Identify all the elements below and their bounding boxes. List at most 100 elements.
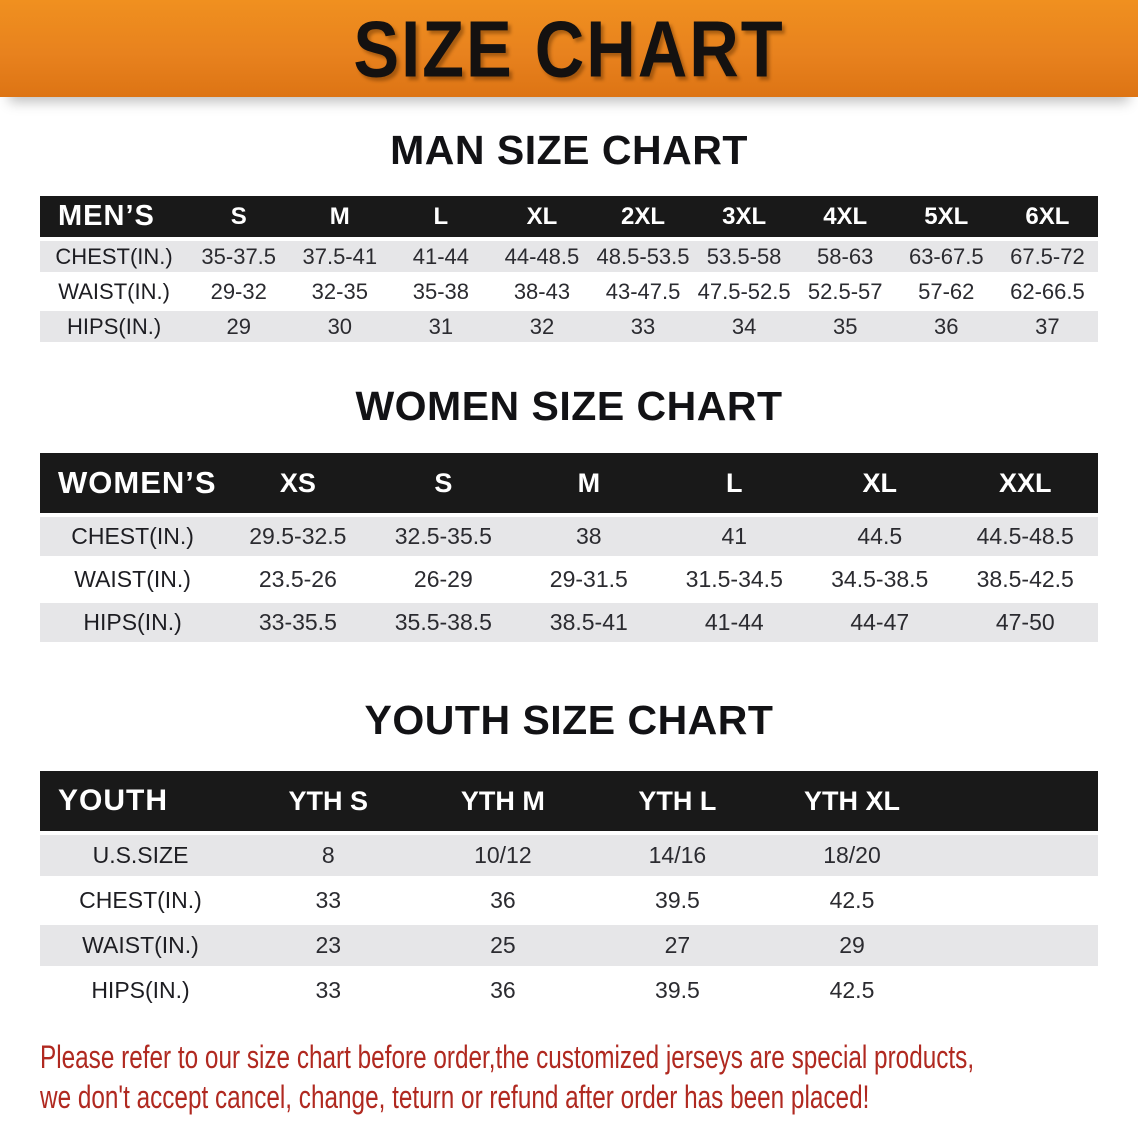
size-column-header: M [289,196,391,239]
filler-cell [939,771,1098,833]
size-value-cell: 47.5-52.5 [697,278,791,304]
size-value-cell: 38-43 [513,278,571,304]
measurement-row: HIPS(IN.) 33 36 39.5 42.5 [40,968,1098,1011]
size-value-cell: 38 [576,523,602,549]
size-value-cell: 29-32 [210,278,267,304]
size-value-cell: 47-50 [995,609,1055,635]
size-column-header: YTH S [241,771,416,833]
size-value-cell: 36 [490,887,516,913]
size-value-cell: 32.5-35.5 [394,523,492,549]
size-column-header: S [370,453,517,515]
size-value-cell: 44.5-48.5 [976,523,1074,549]
size-column-header: L [661,453,808,515]
size-value-cell: 34 [731,313,757,339]
measurement-row: U.S.SIZE 8 10/12 14/16 18/20 [40,833,1098,878]
size-value-cell: 31.5-34.5 [685,566,783,592]
size-value-cell: 29.5-32.5 [249,523,347,549]
size-value-cell: 35-38 [412,278,470,304]
size-value-cell: 48.5-53.5 [596,243,690,269]
filler-cell [939,833,1098,878]
size-value-cell: 52.5-57 [807,278,883,304]
size-column-header: 3XL [693,196,795,239]
size-column-header: 2XL [592,196,694,239]
man-size-chart-section: MAN SIZE CHART MEN’S S M L XL 2XL 3XL 4XL 5XL 6XL… [0,126,1138,342]
measurement-row: WAIST(IN.) 23.5-26 26-29 29-31.5 31.5-34.5 34… [40,558,1098,601]
youth-size-chart-section: YOUTH SIZE CHART YOUTH YTH S YTH M YTH L YTH… [0,696,1138,1011]
size-value-cell: 32-35 [311,278,368,304]
size-value-cell: 23 [315,932,342,958]
size-value-cell: 35 [832,313,858,339]
measure-row-label: CHEST(IN.) [71,523,194,549]
size-value-cell: 18/20 [823,842,881,868]
measurement-row: CHEST(IN.) 29.5-32.5 32.5-35.5 38 41 44.5 44.5… [40,515,1098,558]
size-value-cell: 39.5 [655,977,700,1003]
size-value-cell: 33 [630,313,656,339]
size-table-header-row: YOUTH YTH S YTH M YTH L YTH XL [40,771,1098,833]
table-corner-label: MEN’S [40,196,189,239]
size-value-cell: 25 [490,932,516,958]
size-column-header: YTH M [415,771,591,833]
size-value-cell: 33 [315,977,342,1003]
size-column-header: XL [491,196,593,239]
youth-size-chart-heading: YOUTH SIZE CHART [364,697,774,743]
man-size-table: MEN’S S M L XL 2XL 3XL 4XL 5XL 6XL CHEST(IN.) 35-37… [40,196,1098,342]
measure-row-label: WAIST(IN.) [58,278,170,304]
measure-row-label: HIPS(IN.) [83,609,182,635]
size-table-header-row: MEN’S S M L XL 2XL 3XL 4XL 5XL 6XL [40,196,1098,239]
size-value-cell: 29 [839,932,865,958]
size-column-header: S [188,196,290,239]
size-value-cell: 42.5 [829,887,875,913]
size-value-cell: 42.5 [829,977,875,1003]
measurement-row: WAIST(IN.) 23 25 27 29 [40,923,1098,968]
measurement-row: CHEST(IN.) 33 36 39.5 42.5 [40,878,1098,923]
women-size-table: WOMEN’S XS S M L XL XXL CHEST(IN.) 29.5-32.5 32.5… [40,453,1098,642]
size-column-header: 6XL [996,196,1098,239]
women-size-chart-heading: WOMEN SIZE CHART [355,383,783,429]
youth-size-table: YOUTH YTH S YTH M YTH L YTH XL U.S.SIZE 8 10/12… [40,771,1098,1011]
table-corner-label: YOUTH [40,771,242,833]
size-value-cell: 8 [321,842,335,868]
size-value-cell: 33 [315,887,342,913]
filler-cell [939,878,1098,923]
measurement-row: WAIST(IN.) 29-32 32-35 35-38 38-43 43-47.5 47.… [40,274,1098,309]
size-column-header: 5XL [895,196,997,239]
size-value-cell: 39.5 [655,887,700,913]
size-column-header: 4XL [794,196,896,239]
size-value-cell: 53.5-58 [706,243,782,269]
measurement-row: HIPS(IN.) 29 30 31 32 33 34 35 36 37 [40,309,1098,342]
size-value-cell: 58-63 [817,243,874,269]
size-value-cell: 44-48.5 [504,243,580,269]
size-value-cell: 14/16 [648,842,707,868]
measure-row-label: WAIST(IN.) [82,932,199,958]
size-value-cell: 37.5-41 [302,243,378,269]
table-corner-label: WOMEN’S [40,453,226,515]
banner: SIZE CHART [0,0,1138,97]
measure-row-label: HIPS(IN.) [91,977,190,1003]
filler-cell [939,968,1098,1011]
size-column-header: L [390,196,492,239]
measure-row-label: WAIST(IN.) [74,566,191,592]
size-value-cell: 35.5-38.5 [394,609,492,635]
size-column-header: M [516,453,662,515]
size-value-cell: 41-44 [412,243,470,269]
size-value-cell: 41 [721,523,748,549]
size-value-cell: 23.5-26 [258,566,337,592]
measurement-row: HIPS(IN.) 33-35.5 35.5-38.5 38.5-41 41-44 44-… [40,601,1098,642]
size-value-cell: 30 [327,313,353,339]
size-value-cell: 27 [664,932,691,958]
size-column-header: YTH XL [764,771,940,833]
size-value-cell: 29-31.5 [549,566,628,592]
size-value-cell: 44-47 [850,609,910,635]
size-column-header: XS [225,453,371,515]
size-value-cell: 31 [428,313,454,339]
size-column-header: XXL [952,453,1098,515]
measurement-row: CHEST(IN.) 35-37.5 37.5-41 41-44 44-48.5 48.5… [40,239,1098,274]
size-column-header: YTH L [590,771,765,833]
size-value-cell: 41-44 [704,609,764,635]
size-value-cell: 29 [226,313,251,339]
size-value-cell: 26-29 [413,566,473,592]
notice-line-2: we don't accept cancel, change, teturn o… [40,1079,870,1115]
measure-row-label: CHEST(IN.) [79,887,202,913]
size-value-cell: 62-66.5 [1010,278,1085,304]
